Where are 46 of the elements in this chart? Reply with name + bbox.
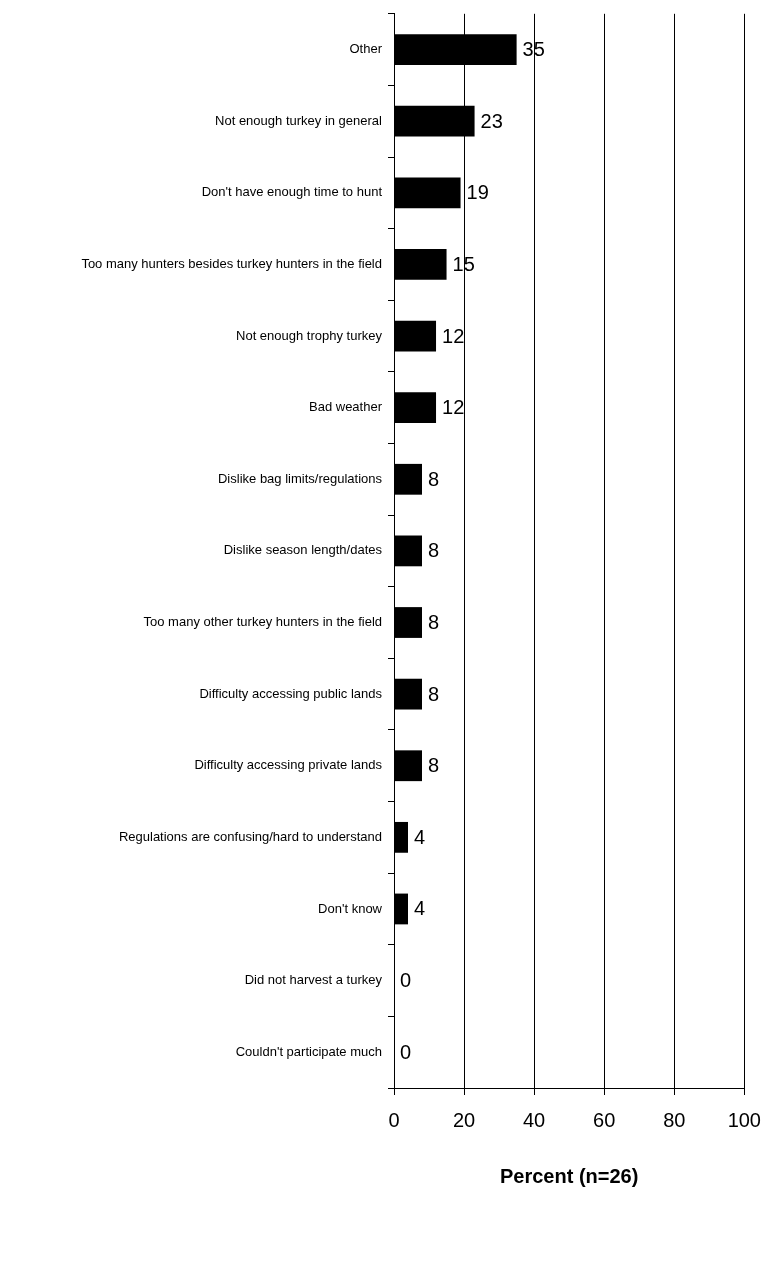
bar bbox=[394, 678, 423, 710]
y-tick-label: Don't know bbox=[318, 900, 383, 916]
data-label: 8 bbox=[428, 682, 440, 705]
x-tick-label: 100 bbox=[727, 1108, 761, 1131]
bar bbox=[394, 821, 409, 853]
bar bbox=[394, 535, 423, 567]
data-label: 8 bbox=[428, 539, 440, 562]
y-tick-label: Dislike season length/dates bbox=[223, 542, 383, 558]
x-tick-label: 80 bbox=[663, 1108, 686, 1131]
y-tick-label: Difficulty accessing public lands bbox=[199, 685, 383, 701]
y-tick-label: Other bbox=[349, 41, 383, 57]
y-tick-label: Dislike bag limits/regulations bbox=[217, 470, 383, 486]
x-tick-label: 40 bbox=[523, 1108, 546, 1131]
x-axis-title: Percent (n=26) bbox=[499, 1164, 639, 1187]
y-tick-label: Regulations are confusing/hard to understand bbox=[118, 828, 382, 844]
data-label: 8 bbox=[428, 754, 440, 777]
y-tick-label: Too many hunters besides turkey hunters in the field bbox=[81, 256, 382, 272]
x-tick-label: 0 bbox=[388, 1108, 400, 1131]
data-label: 8 bbox=[428, 611, 440, 634]
y-tick-label: Difficulty accessing private lands bbox=[194, 757, 383, 773]
data-label: 19 bbox=[466, 181, 489, 204]
bar bbox=[394, 463, 423, 495]
data-label: 12 bbox=[442, 396, 465, 419]
y-tick-label: Couldn't participate much bbox=[235, 1043, 382, 1059]
bar bbox=[394, 177, 461, 209]
bar bbox=[394, 249, 447, 280]
bar bbox=[394, 893, 409, 925]
y-tick-label: Bad weather bbox=[309, 399, 383, 415]
bar bbox=[394, 392, 437, 424]
data-label: 12 bbox=[442, 324, 465, 347]
data-label: 8 bbox=[428, 467, 440, 490]
data-label: 4 bbox=[414, 825, 426, 848]
data-label: 0 bbox=[400, 1040, 412, 1063]
bar bbox=[394, 320, 437, 352]
bar bbox=[394, 607, 423, 638]
data-label: 0 bbox=[400, 969, 412, 992]
x-tick-label: 20 bbox=[452, 1108, 476, 1131]
y-tick-label: Did not harvest a turkey bbox=[244, 972, 383, 988]
data-label: 23 bbox=[480, 109, 503, 132]
x-tick-label: 60 bbox=[593, 1108, 616, 1131]
y-tick-label: Too many other turkey hunters in the field bbox=[143, 614, 382, 630]
data-label: 4 bbox=[414, 897, 426, 920]
y-tick-label: Not enough turkey in general bbox=[215, 112, 383, 128]
y-tick-label: Not enough trophy turkey bbox=[236, 327, 383, 343]
y-tick-label: Don't have enough time to hunt bbox=[201, 184, 383, 200]
bar bbox=[394, 750, 423, 782]
